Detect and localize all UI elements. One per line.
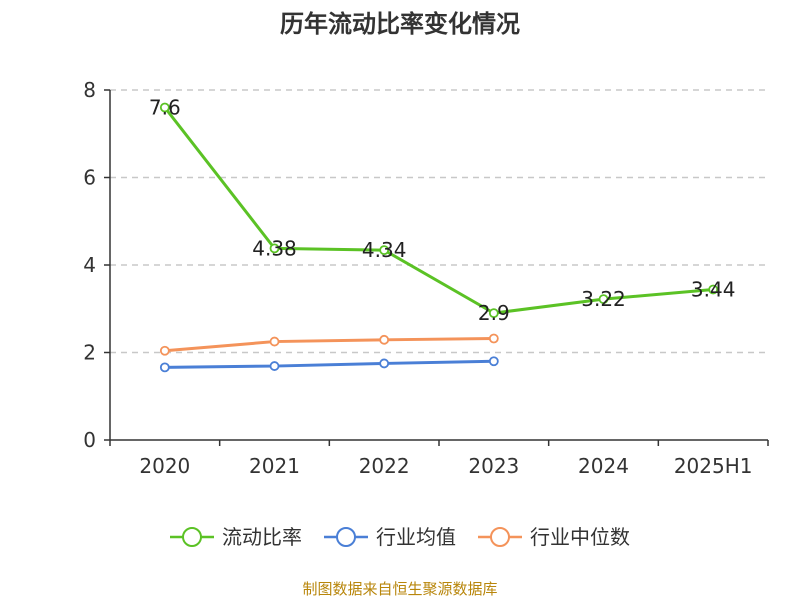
legend-label: 流动比率: [222, 525, 302, 549]
y-tick-label: 8: [83, 78, 96, 102]
data-point: [159, 345, 170, 356]
legend-marker: [490, 527, 510, 547]
data-label: 2.9: [478, 301, 510, 325]
legend-marker: [336, 527, 356, 547]
label-layer: 7.6 4.38 4.34 2.9 3.22 3.44: [149, 96, 736, 326]
x-tick-label: 2022: [359, 454, 410, 478]
y-tick-label: 2: [83, 341, 96, 365]
data-label: 4.38: [252, 236, 297, 260]
data-point: [708, 284, 719, 295]
data-label: 3.22: [581, 287, 626, 311]
data-point: [269, 361, 280, 371]
data-point: [269, 243, 280, 254]
data-point: [488, 308, 499, 319]
data-point: [598, 294, 609, 305]
x-tick-label: 2020: [139, 454, 190, 478]
data-point: [159, 362, 170, 373]
data-point: [379, 358, 390, 369]
series-line: [163, 106, 714, 315]
grid-layer: [110, 89, 768, 354]
y-tick-label: 4: [83, 253, 96, 277]
axis-layer: 0 2 4 6 8 2020 2021 2022 2023 2024 2025H1: [83, 78, 769, 478]
series-line: [164, 337, 494, 353]
legend-label: 行业均值: [376, 525, 456, 549]
series-layer: [159, 102, 719, 373]
data-label: 4.34: [362, 238, 407, 262]
legend-label: 行业中位数: [530, 525, 630, 549]
data-label: 3.44: [691, 278, 736, 302]
y-tick-label: 6: [83, 166, 96, 190]
legend-marker: [182, 527, 202, 547]
x-tick-label: 2024: [578, 454, 629, 478]
data-source-note: 制图数据来自恒生聚源数据库: [302, 580, 498, 598]
data-point: [379, 245, 390, 256]
series-line: [164, 359, 494, 369]
data-label: 7.6: [149, 96, 181, 120]
y-tick-label: 0: [83, 428, 96, 452]
chart-title: 历年流动比率变化情况: [280, 10, 520, 38]
x-tick-label: 2025H1: [674, 454, 753, 478]
x-tick-label: 2021: [249, 454, 300, 478]
data-point: [488, 356, 499, 367]
data-point: [269, 336, 280, 347]
data-point: [488, 333, 499, 344]
data-point: [159, 102, 170, 113]
data-point: [379, 334, 390, 345]
legend-layer: 流动比率 行业均值 行业中位数: [170, 525, 630, 549]
x-tick-label: 2023: [468, 454, 519, 478]
